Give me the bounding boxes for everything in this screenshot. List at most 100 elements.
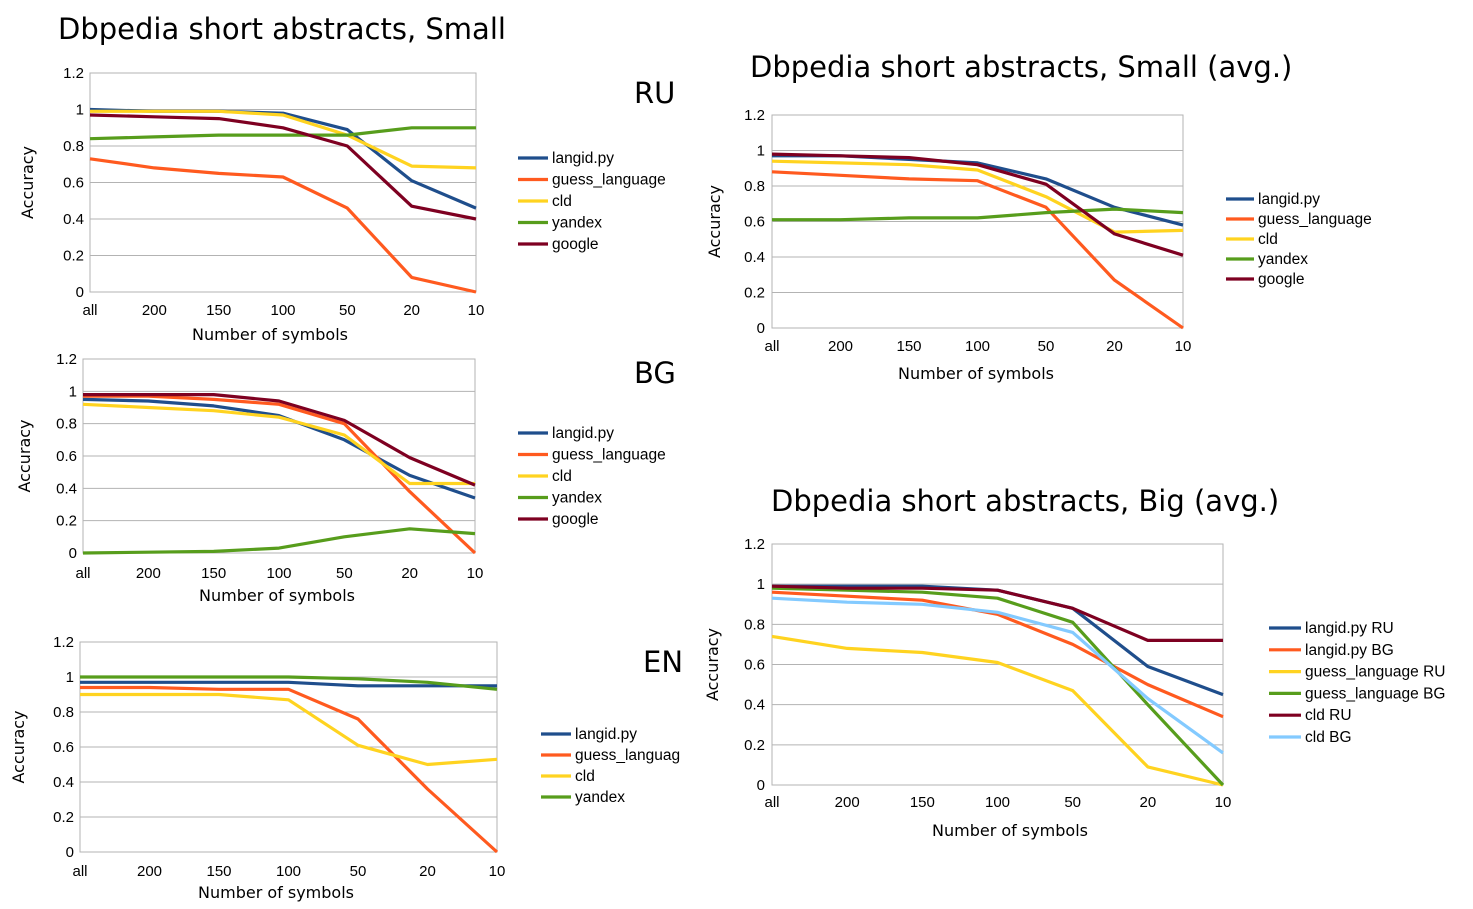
y-tick-label: 0.2 xyxy=(53,809,74,826)
x-axis-label: Number of symbols xyxy=(199,586,355,605)
y-tick-label: 1.2 xyxy=(744,107,765,124)
legend-label: yandex xyxy=(552,215,602,232)
legend-label: guess_language xyxy=(552,172,666,189)
legend-label: langid.py xyxy=(575,726,637,743)
series-line xyxy=(771,596,1224,755)
y-tick-label: 1.2 xyxy=(56,351,77,368)
x-tick-label: 100 xyxy=(985,794,1010,811)
chart-tag: BG xyxy=(634,356,676,390)
x-tick-label: 10 xyxy=(1215,794,1232,811)
chart-en: 0 0.2 0.4 0.6 0.8 1 1.2 all 200 150 100 50 20 10 Numbe… xyxy=(9,634,683,902)
x-tick-label: 200 xyxy=(136,565,161,582)
y-tick-label: 0.8 xyxy=(53,704,74,721)
legend-label: google xyxy=(552,236,599,253)
x-tick-label: 200 xyxy=(137,863,162,880)
y-tick-label: 0.6 xyxy=(744,657,765,674)
x-tick-label: 100 xyxy=(276,863,301,880)
legend-label: langid.py xyxy=(552,150,614,167)
legend-label: cld xyxy=(552,193,572,210)
y-tick-label: 0.4 xyxy=(744,697,765,714)
x-tick-label: 150 xyxy=(201,565,226,582)
y-tick-label: 1 xyxy=(757,576,765,593)
x-tick-label: 20 xyxy=(403,302,420,319)
chart-small-avg: 0 0.2 0.4 0.6 0.8 1 1.2 all 200 150 100 50 20 10 Numbe… xyxy=(705,50,1372,383)
y-tick-label: 1 xyxy=(757,143,765,160)
x-tick-label: all xyxy=(764,794,779,811)
x-tick-label: all xyxy=(764,338,779,355)
chart-tag: EN xyxy=(643,645,683,679)
legend-label: yandex xyxy=(552,490,602,507)
x-tick-label: 150 xyxy=(206,302,231,319)
legend-label: google xyxy=(1258,271,1305,288)
x-axis-label: Number of symbols xyxy=(192,325,348,344)
x-axis-label: Number of symbols xyxy=(198,883,354,902)
figure-title-left: Dbpedia short abstracts, Small xyxy=(58,12,506,46)
x-tick-label: 20 xyxy=(401,565,418,582)
series-line xyxy=(80,692,498,767)
series-line xyxy=(82,527,476,555)
y-tick-label: 0.6 xyxy=(744,214,765,231)
series-line xyxy=(89,126,476,141)
x-tick-label: 10 xyxy=(1175,338,1192,355)
y-tick-label: 0.4 xyxy=(744,249,765,266)
y-tick-label: 1.2 xyxy=(53,634,74,651)
y-axis-label: Accuracy xyxy=(9,710,28,783)
legend-label: yandex xyxy=(575,789,625,806)
series-line xyxy=(80,675,498,691)
x-tick-label: 10 xyxy=(489,863,506,880)
y-tick-label: 0.8 xyxy=(744,178,765,195)
y-axis-label: Accuracy xyxy=(18,146,37,219)
x-tick-label: 10 xyxy=(468,302,485,319)
y-tick-label: 0.8 xyxy=(744,616,765,633)
y-tick-label: 0 xyxy=(69,545,77,562)
x-tick-label: 150 xyxy=(910,794,935,811)
x-axis-label: Number of symbols xyxy=(898,364,1054,383)
x-tick-label: 150 xyxy=(896,338,921,355)
x-tick-label: 100 xyxy=(266,565,291,582)
legend-label: google xyxy=(552,511,599,528)
y-tick-label: 1.2 xyxy=(744,536,765,553)
chart-ru: 0 0.2 0.4 0.6 0.8 1 1.2 all 200 150 100 50 20 10 Numbe… xyxy=(18,65,675,344)
y-tick-label: 0.8 xyxy=(56,416,77,433)
x-tick-label: 20 xyxy=(1139,794,1156,811)
x-tick-label: 200 xyxy=(142,302,167,319)
series-line xyxy=(83,393,476,487)
y-tick-label: 1 xyxy=(69,383,77,400)
series-line xyxy=(771,170,1184,330)
series-line xyxy=(89,107,477,210)
series-line xyxy=(90,109,477,170)
x-tick-label: 50 xyxy=(350,863,367,880)
legend-label: cld xyxy=(552,468,572,485)
y-tick-label: 0 xyxy=(66,844,74,861)
x-tick-label: 10 xyxy=(467,565,484,582)
y-tick-label: 0 xyxy=(757,777,765,794)
y-tick-label: 1.2 xyxy=(63,65,84,82)
series-line xyxy=(82,402,475,486)
x-tick-label: 20 xyxy=(1106,338,1123,355)
legend-label: cld BG xyxy=(1305,729,1352,746)
legend-label: guess_languag xyxy=(575,747,680,764)
series-line xyxy=(771,590,1224,719)
x-tick-label: 50 xyxy=(1038,338,1055,355)
x-tick-label: all xyxy=(75,565,90,582)
chart-bg: 0 0.2 0.4 0.6 0.8 1 1.2 all 200 150 100 50 20 10 Numbe… xyxy=(15,351,676,605)
y-tick-label: 0 xyxy=(76,284,84,301)
chart-tag: RU xyxy=(634,76,675,110)
series-line xyxy=(771,634,1224,787)
series-line xyxy=(771,584,1223,643)
x-tick-label: all xyxy=(82,302,97,319)
x-tick-label: 50 xyxy=(339,302,356,319)
legend-label: cld RU xyxy=(1305,707,1352,724)
x-tick-label: 100 xyxy=(965,338,990,355)
x-tick-label: 50 xyxy=(1064,794,1081,811)
chart-title: Dbpedia short abstracts, Big (avg.) xyxy=(771,484,1279,518)
y-tick-label: 0.4 xyxy=(63,211,84,228)
y-tick-label: 0.2 xyxy=(63,248,84,265)
x-tick-label: 200 xyxy=(835,794,860,811)
x-tick-label: all xyxy=(72,863,87,880)
x-tick-label: 100 xyxy=(270,302,295,319)
y-tick-label: 1 xyxy=(76,102,84,119)
x-tick-label: 20 xyxy=(419,863,436,880)
legend-label: guess_language RU xyxy=(1305,664,1445,681)
